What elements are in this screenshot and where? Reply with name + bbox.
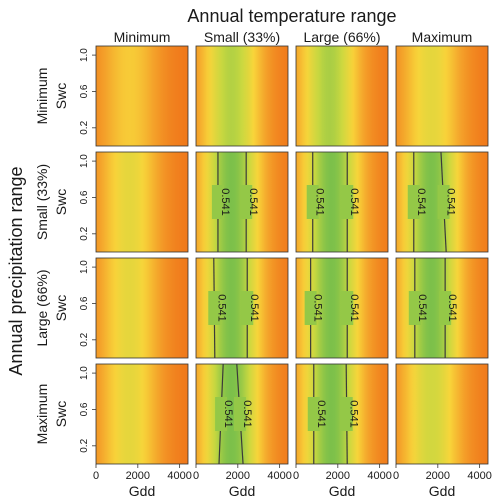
x-tick-label: 4000 (367, 470, 391, 482)
contour-label-bg (304, 291, 317, 325)
contour-label: 0.541 (222, 400, 234, 428)
contour-label-bg (306, 185, 319, 219)
y-tick-label: 0.2 (79, 438, 90, 452)
x-tick-label: 2000 (426, 470, 450, 482)
contour-label-bg (340, 397, 353, 431)
contour-label: 0.541 (415, 188, 427, 216)
heatmap-panel (95, 257, 189, 359)
x-tick-label: 4000 (467, 470, 491, 482)
heatmap-panel (195, 45, 289, 147)
y-axis-label: Swc (53, 189, 69, 215)
heatmap-panel (95, 45, 189, 147)
panels: 0.541 0.541 0.541 0.541 0.541 0.541 0.541 0.541… (95, 45, 489, 465)
row-label: Small (33%) (34, 164, 50, 240)
x-tick-label: 4000 (267, 470, 291, 482)
row-label: Minimum (34, 68, 50, 125)
contour-label: 0.541 (416, 294, 428, 322)
x-tick-label: 2000 (326, 470, 350, 482)
x-axis-label: Gdd (329, 483, 355, 499)
contour-label-bg (240, 185, 253, 219)
y-tick-label: 0.2 (79, 226, 90, 240)
contour-label: 0.541 (219, 188, 231, 216)
contour-label-bg (437, 185, 450, 219)
y-tick-label: 0.6 (79, 402, 90, 416)
column-label: Large (66%) (303, 29, 380, 45)
y-tick-label: 1.0 (79, 48, 90, 62)
heatmap-panel (95, 363, 189, 465)
y-tick-label: 1.0 (79, 260, 90, 274)
column-label: Minimum (114, 29, 171, 45)
x-axis-label: Gdd (429, 483, 455, 499)
x-tick-label: 0 (193, 470, 199, 482)
y-tick-label: 0.6 (79, 296, 90, 310)
row-label: Maximum (34, 384, 50, 445)
heatmap-panel (395, 363, 489, 465)
contour-label-bg (233, 397, 246, 431)
heatmap-panel (95, 151, 189, 253)
contour-label: 0.541 (446, 294, 458, 322)
column-labels: Minimum Small (33%) Large (66%) Maximum (114, 29, 473, 45)
heatmap-panel (395, 45, 489, 147)
contour-label-bg (307, 397, 320, 431)
contour-label: 0.541 (314, 188, 326, 216)
y-tick-label: 0.2 (79, 120, 90, 134)
contour-label: 0.541 (445, 188, 457, 216)
y-axis-label: Swc (53, 401, 69, 427)
row-label: Large (66%) (34, 269, 50, 346)
contour-label-bg (341, 185, 354, 219)
x-axis-label: Gdd (229, 483, 255, 499)
axes: 0.2 0.6 1.0 0.2 0.6 1.0 0.2 0.6 1.0 0.2 0.6 1.0 0 200… (79, 48, 492, 499)
y-tick-label: 0.6 (79, 190, 90, 204)
x-tick-label: 2000 (226, 470, 250, 482)
contour-label-bg (211, 185, 224, 219)
contour-label: 0.541 (248, 294, 260, 322)
contour-label: 0.541 (315, 400, 327, 428)
contour-label: 0.541 (247, 188, 259, 216)
y-tick-label: 1.0 (79, 366, 90, 380)
y-tick-label: 1.0 (79, 154, 90, 168)
column-label: Maximum (412, 29, 473, 45)
contour-label-bg (408, 291, 421, 325)
x-tick-label: 0 (393, 470, 399, 482)
y-tick-label: 0.6 (79, 84, 90, 98)
chart-title: Annual temperature range (187, 6, 396, 26)
contour-label: 0.541 (312, 294, 324, 322)
contour-label: 0.541 (348, 294, 360, 322)
x-tick-label: 0 (293, 470, 299, 482)
contour-label: 0.541 (241, 400, 253, 428)
x-tick-label: 0 (93, 470, 99, 482)
y-axis-label: Swc (53, 295, 69, 321)
column-label: Small (33%) (204, 29, 280, 45)
y-axis-label: Swc (53, 83, 69, 109)
heatmap-panel (295, 45, 389, 147)
contour-label: 0.541 (215, 294, 227, 322)
contour-label-bg (439, 291, 452, 325)
contour-label-bg (407, 185, 420, 219)
x-axis-label: Gdd (129, 483, 155, 499)
contour-label-bg (208, 291, 221, 325)
x-tick-label: 2000 (126, 470, 150, 482)
contour-label: 0.541 (348, 188, 360, 216)
contour-label-bg (341, 291, 354, 325)
contour-label-bg (241, 291, 254, 325)
x-tick-label: 4000 (167, 470, 191, 482)
contour-label-bg (215, 397, 228, 431)
contour-label: 0.541 (348, 400, 360, 428)
y-tick-label: 0.2 (79, 332, 90, 346)
row-title: Annual precipitation range (6, 166, 26, 375)
